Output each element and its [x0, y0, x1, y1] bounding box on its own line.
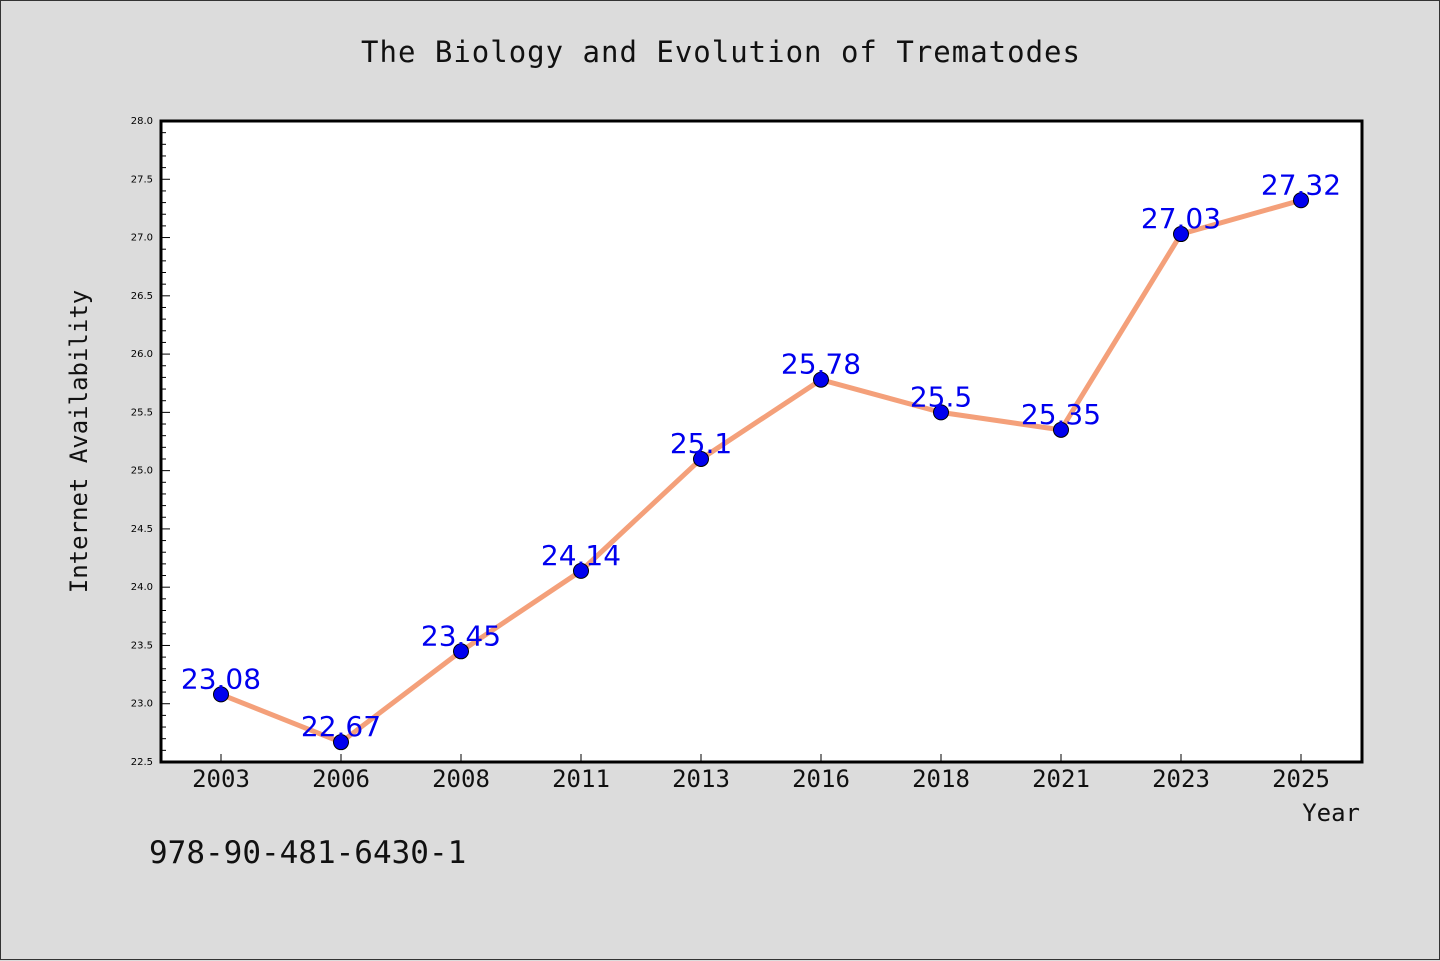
- y-tick-label: 26.0: [131, 349, 153, 360]
- x-tick-label: 2016: [792, 765, 850, 793]
- x-tick-label: 2013: [672, 765, 730, 793]
- x-tick-label: 2018: [912, 765, 970, 793]
- data-label: 25.5: [910, 380, 972, 413]
- y-tick-label: 25.5: [131, 407, 153, 418]
- y-axis-label: Internet Availability: [65, 290, 93, 593]
- y-tick-label: 22.5: [131, 757, 153, 768]
- data-label: 27.32: [1261, 168, 1341, 201]
- x-tick-label: 2006: [312, 765, 370, 793]
- y-tick-label: 25.0: [131, 466, 153, 477]
- x-tick-label: 2025: [1272, 765, 1330, 793]
- data-label: 23.45: [421, 619, 501, 652]
- data-point: [1293, 192, 1309, 209]
- y-tick-label: 27.5: [131, 174, 153, 185]
- y-tick-label: 24.0: [131, 582, 153, 593]
- data-label: 27.03: [1141, 202, 1221, 235]
- y-tick-label: 23.5: [131, 640, 153, 651]
- x-tick-label: 2008: [432, 765, 490, 793]
- x-tick-label: 2023: [1152, 765, 1210, 793]
- data-label: 24.14: [541, 539, 621, 572]
- chart-title: The Biology and Evolution of Trematodes: [361, 35, 1081, 69]
- data-point: [933, 404, 949, 421]
- x-tick-label: 2003: [192, 765, 250, 793]
- data-label: 25.35: [1021, 398, 1101, 431]
- data-point: [573, 562, 589, 579]
- y-tick-label: 24.5: [131, 524, 153, 535]
- data-point: [333, 734, 349, 751]
- isbn-label: 978-90-481-6430-1: [149, 835, 467, 871]
- y-tick-label: 27.0: [131, 233, 153, 244]
- data-point: [813, 371, 829, 388]
- data-point: [1053, 421, 1069, 438]
- y-tick-label: 26.5: [131, 291, 153, 302]
- y-tick-label: 23.0: [131, 699, 153, 710]
- y-tick-label: 28.0: [131, 116, 153, 127]
- data-point: [453, 643, 469, 660]
- x-tick-label: 2011: [552, 765, 610, 793]
- series-line: [218, 197, 1304, 745]
- x-axis-label: Year: [1302, 799, 1360, 827]
- data-label: 23.08: [181, 662, 261, 695]
- plot-area: [159, 119, 1364, 764]
- data-point: [1173, 226, 1189, 243]
- data-label: 25.78: [781, 348, 861, 381]
- x-tick-label: 2021: [1032, 765, 1090, 793]
- data-label: 25.1: [670, 427, 732, 460]
- data-point: [213, 686, 229, 703]
- data-label: 22.67: [301, 710, 381, 743]
- data-point: [693, 450, 709, 467]
